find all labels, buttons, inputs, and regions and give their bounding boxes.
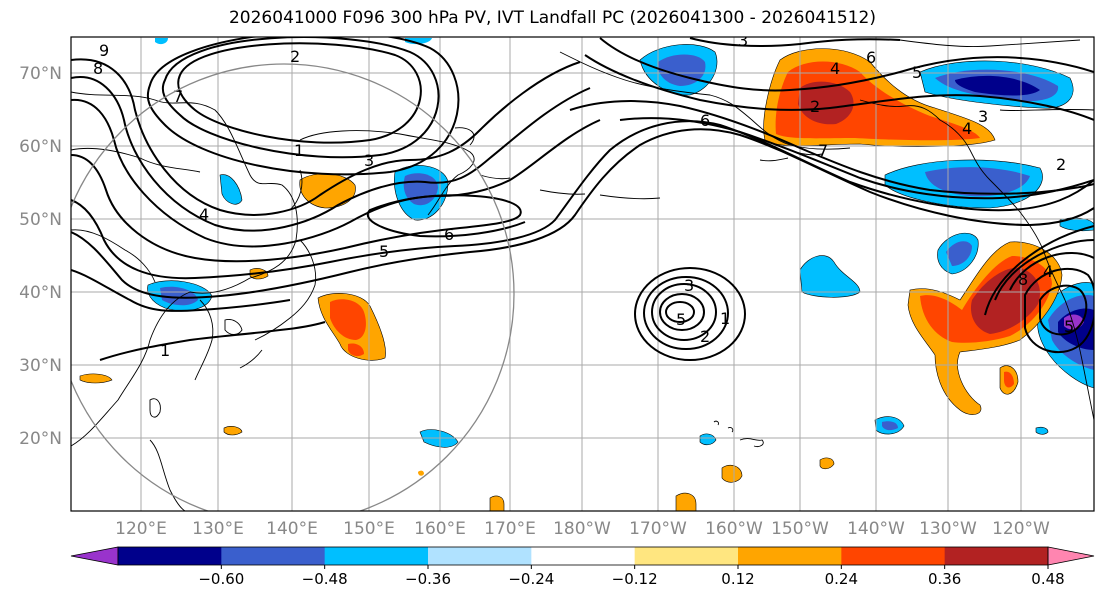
contour-label: 3 xyxy=(978,107,988,126)
colorbar-tick-label: 0.24 xyxy=(825,570,858,588)
colorbar-tick-label: −0.48 xyxy=(302,570,348,588)
pv-contours xyxy=(71,37,1094,361)
lon-label: 160°E xyxy=(414,519,466,539)
colorbar-segment xyxy=(944,547,1049,565)
contour-label: 5 xyxy=(1064,317,1074,336)
map-frame xyxy=(70,36,1095,512)
pc-negative-shading xyxy=(147,38,1094,448)
lon-label: 170°W xyxy=(629,519,687,539)
contour-label: 6 xyxy=(866,48,876,67)
latitude-labels: 70°N 60°N 50°N 40°N 30°N 20°N xyxy=(19,64,62,449)
contour-label: 2 xyxy=(290,47,300,66)
lon-label: 180°W xyxy=(553,519,611,539)
lat-label: 30°N xyxy=(19,356,62,376)
colorbar-tick-label: 0.48 xyxy=(1031,570,1064,588)
lat-label: 70°N xyxy=(19,64,62,84)
lon-label: 150°E xyxy=(343,519,395,539)
lon-label: 140°W xyxy=(847,519,905,539)
contour-label: 7 xyxy=(818,141,828,160)
colorbar-tick-label: 0.36 xyxy=(928,570,961,588)
contour-label: 7 xyxy=(173,87,183,106)
colorbar-segment xyxy=(841,547,946,565)
colorbar-segment xyxy=(221,547,326,565)
lon-label: 170°E xyxy=(484,519,536,539)
colorbar-segment xyxy=(531,547,636,565)
colorbar: −0.60 −0.48 −0.36 −0.24 −0.12 0.12 0.24 0.36 0.4… xyxy=(70,546,1095,588)
contour-label: 8 xyxy=(93,59,103,78)
contour-label: 4 xyxy=(830,59,840,78)
colorbar-segment xyxy=(118,547,222,565)
colorbar-segment xyxy=(634,547,739,565)
contour-label: 1 xyxy=(294,141,304,160)
lat-label: 60°N xyxy=(19,137,62,157)
contour-label: 6 xyxy=(444,225,454,244)
contour-label: 2 xyxy=(810,97,820,116)
lat-label: 50°N xyxy=(19,210,62,230)
contour-label: 6 xyxy=(700,111,710,130)
colorbar-segment xyxy=(428,547,532,565)
colorbar-tick-label: −0.36 xyxy=(405,570,451,588)
contour-label: 3 xyxy=(738,31,748,50)
contour-label: 2 xyxy=(1056,155,1066,174)
contour-label: 3 xyxy=(364,151,374,170)
lon-label: 130°E xyxy=(192,519,244,539)
contour-label: 5 xyxy=(676,310,686,329)
contour-label: 5 xyxy=(379,242,389,261)
contour-label: 4 xyxy=(199,205,209,224)
contour-label: 2 xyxy=(700,327,710,346)
lon-label: 130°W xyxy=(919,519,977,539)
contour-label: 3 xyxy=(684,276,694,295)
colorbar-segment xyxy=(324,547,429,565)
colorbar-extend-max xyxy=(1047,546,1095,566)
colorbar-frame xyxy=(117,546,1049,566)
landfall-radius-circle xyxy=(71,63,515,511)
lon-label: 120°W xyxy=(992,519,1050,539)
contour-label: 4 xyxy=(962,119,972,138)
colorbar-tick-label: −0.24 xyxy=(508,570,554,588)
contour-label: 1 xyxy=(160,341,170,360)
contour-label: 4 xyxy=(1043,262,1053,281)
lon-label: 140°E xyxy=(266,519,318,539)
longitude-labels: 120°E 130°E 140°E 150°E 160°E 170°E 180°… xyxy=(115,519,1050,539)
colorbar-tick-label: −0.60 xyxy=(198,570,244,588)
contour-label: 5 xyxy=(912,63,922,82)
lat-label: 40°N xyxy=(19,283,62,303)
colorbar-segments xyxy=(70,546,1095,566)
contour-label: 1 xyxy=(720,309,730,328)
colorbar-tick-label: 0.12 xyxy=(721,570,754,588)
colorbar-extend-min xyxy=(70,546,119,566)
lon-label: 160°W xyxy=(705,519,763,539)
lat-label: 20°N xyxy=(19,429,62,449)
colorbar-segment xyxy=(738,547,842,565)
colorbar-ticks: −0.60 −0.48 −0.36 −0.24 −0.12 0.12 0.24 0.36 0.4… xyxy=(198,565,1065,588)
contour-label: 8 xyxy=(1018,270,1028,289)
map-title: 2026041000 F096 300 hPa PV, IVT Landfall… xyxy=(228,8,876,28)
contour-label-group: 9 8 7 6 5 4 3 2 1 1 3 6 5 4 2 3 4 2 6 7 … xyxy=(93,31,1074,360)
contour-label: 9 xyxy=(99,41,109,60)
lon-label: 150°W xyxy=(771,519,829,539)
lon-label: 120°E xyxy=(115,519,167,539)
colorbar-tick-label: −0.12 xyxy=(612,570,658,588)
